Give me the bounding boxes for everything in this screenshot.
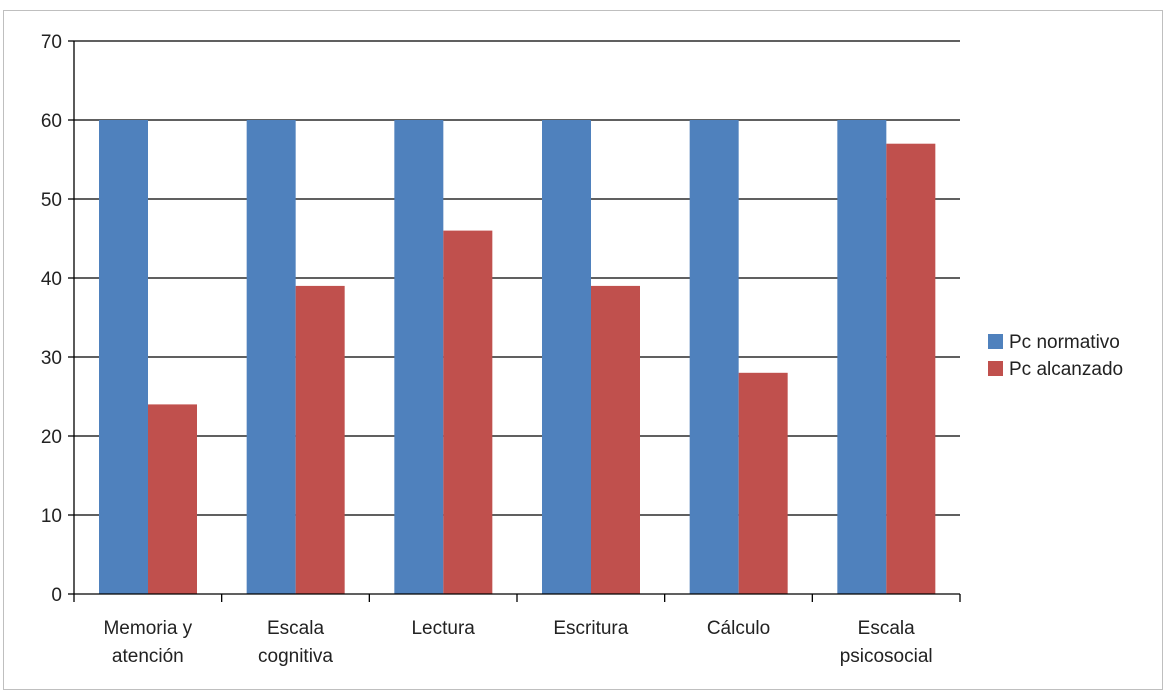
gridlines — [74, 40, 960, 516]
axes — [68, 40, 961, 602]
y-tick-labels: 0 10 20 30 40 50 60 70 — [41, 32, 62, 606]
bar-normativo-3 — [542, 120, 591, 594]
bar-normativo-0 — [99, 120, 148, 594]
y-tick-label-60: 60 — [41, 111, 62, 132]
x-tick-label-2: Lectura — [411, 618, 475, 639]
x-tick-label-5: Escala psicosocial — [840, 618, 933, 667]
bar-alcanzado-5 — [886, 143, 936, 594]
bar-normativo-2 — [394, 120, 444, 594]
legend: Pc normativo Pc alcanzado — [988, 332, 1123, 380]
x-tick-labels: Memoria y atención Escala cognitiva Lectura E… — [103, 618, 932, 667]
legend-label-0: Pc normativo — [1009, 332, 1120, 353]
bar-normativo-5 — [837, 120, 887, 594]
legend-swatch-1 — [988, 361, 1003, 376]
x-tick-label-1: Escala cognitiva — [258, 618, 333, 667]
bar-normativo-4 — [689, 120, 739, 594]
bar-normativo-1 — [246, 120, 296, 594]
bar-alcanzado-3 — [591, 285, 640, 594]
bar-alcanzado-1 — [295, 285, 345, 594]
x-tick-label-3: Escritura — [553, 618, 628, 639]
x-tick-label-4: Cálculo — [707, 618, 770, 639]
bar-alcanzado-4 — [738, 372, 788, 594]
y-tick-label-20: 20 — [41, 427, 62, 448]
y-tick-label-40: 40 — [41, 269, 62, 290]
x-tick-label-0: Memoria y atención — [103, 618, 192, 667]
legend-swatch-0 — [988, 334, 1003, 349]
y-tick-label-10: 10 — [41, 506, 62, 527]
y-tick-label-50: 50 — [41, 190, 62, 211]
y-tick-label-70: 70 — [41, 32, 62, 53]
bar-alcanzado-2 — [443, 230, 493, 594]
legend-label-1: Pc alcanzado — [1009, 359, 1123, 380]
bars — [99, 120, 936, 594]
bar-alcanzado-0 — [148, 404, 197, 594]
y-tick-label-30: 30 — [41, 348, 62, 369]
y-tick-label-0: 0 — [51, 585, 62, 606]
